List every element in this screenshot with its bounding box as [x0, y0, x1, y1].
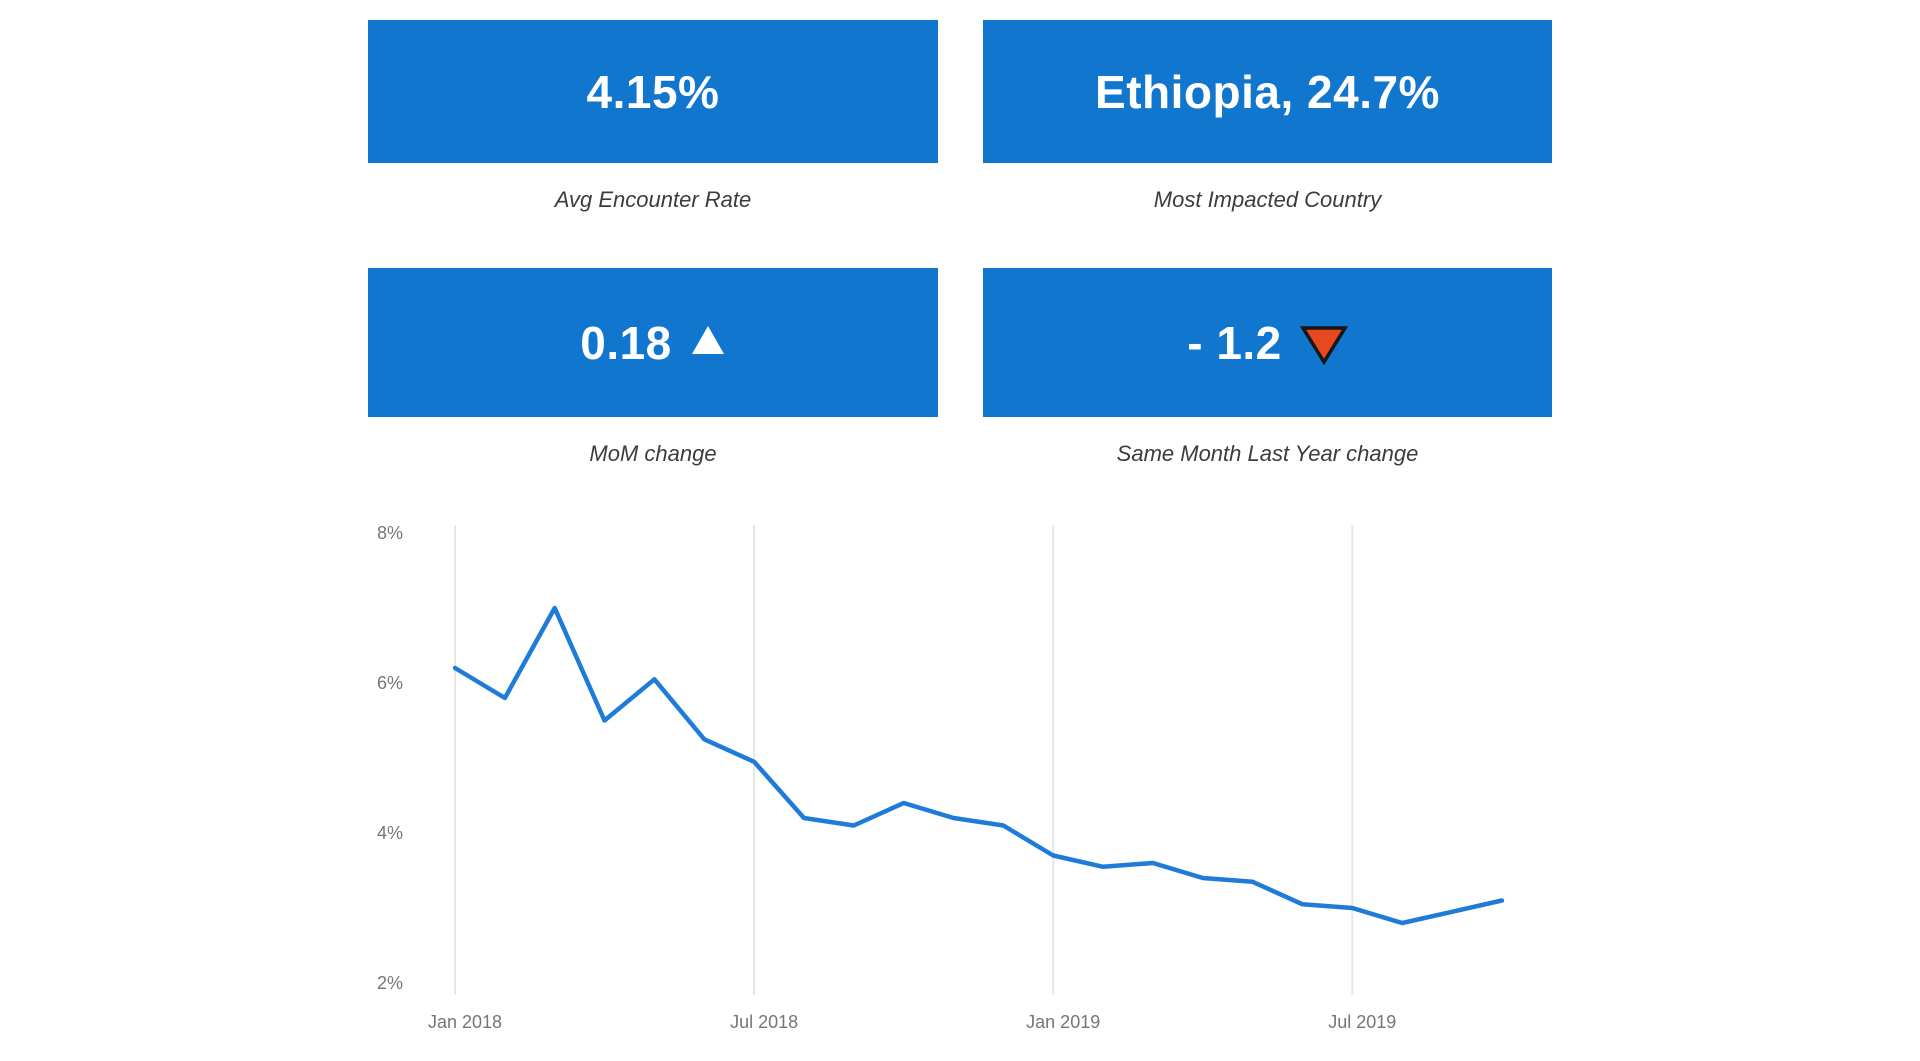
kpi-card-avg-encounter-rate[interactable]: 4.15%: [368, 20, 938, 163]
kpi-value-most-impacted-country: Ethiopia, 24.7%: [1095, 65, 1440, 118]
kpi-label-avg-encounter-rate: Avg Encounter Rate: [554, 187, 752, 212]
x-axis-tick-label: Jul 2018: [730, 1012, 798, 1032]
y-axis-tick-label: 6%: [377, 673, 403, 693]
kpi-same-month-last-year-change: - 1.2 Same Month Last Year change: [983, 268, 1552, 467]
y-axis-tick-label: 4%: [377, 823, 403, 843]
kpi-label-most-impacted-country: Most Impacted Country: [1153, 187, 1382, 212]
kpi-avg-encounter-rate: 4.15% Avg Encounter Rate: [368, 20, 938, 213]
kpi-label-same-month-last-year-change: Same Month Last Year change: [1116, 441, 1419, 466]
down-triangle-icon: [1299, 324, 1348, 371]
kpi-value-avg-encounter-rate: 4.15%: [586, 65, 720, 118]
x-axis-tick-label: Jul 2019: [1328, 1012, 1396, 1032]
kpi-value-mom-change: 0.18: [580, 316, 672, 369]
kpi-card-same-month-last-year-change[interactable]: - 1.2: [983, 268, 1552, 417]
kpi-label-mom-change: MoM change: [589, 441, 717, 466]
x-axis-tick-label: Jan 2018: [428, 1012, 502, 1032]
up-triangle-icon: [690, 324, 726, 361]
x-axis-tick-label: Jan 2019: [1026, 1012, 1100, 1032]
kpi-value-same-month-last-year-change: - 1.2: [1187, 316, 1282, 369]
kpi-most-impacted-country: Ethiopia, 24.7% Most Impacted Country: [983, 20, 1552, 213]
kpi-mom-change: 0.18 MoM change: [368, 268, 938, 467]
y-axis-tick-label: 8%: [377, 523, 403, 543]
trend-line[interactable]: [452, 605, 1505, 926]
kpi-card-mom-change[interactable]: 0.18: [368, 268, 938, 417]
y-axis-tick-label: 2%: [377, 973, 403, 993]
kpi-card-most-impacted-country[interactable]: Ethiopia, 24.7%: [983, 20, 1552, 163]
